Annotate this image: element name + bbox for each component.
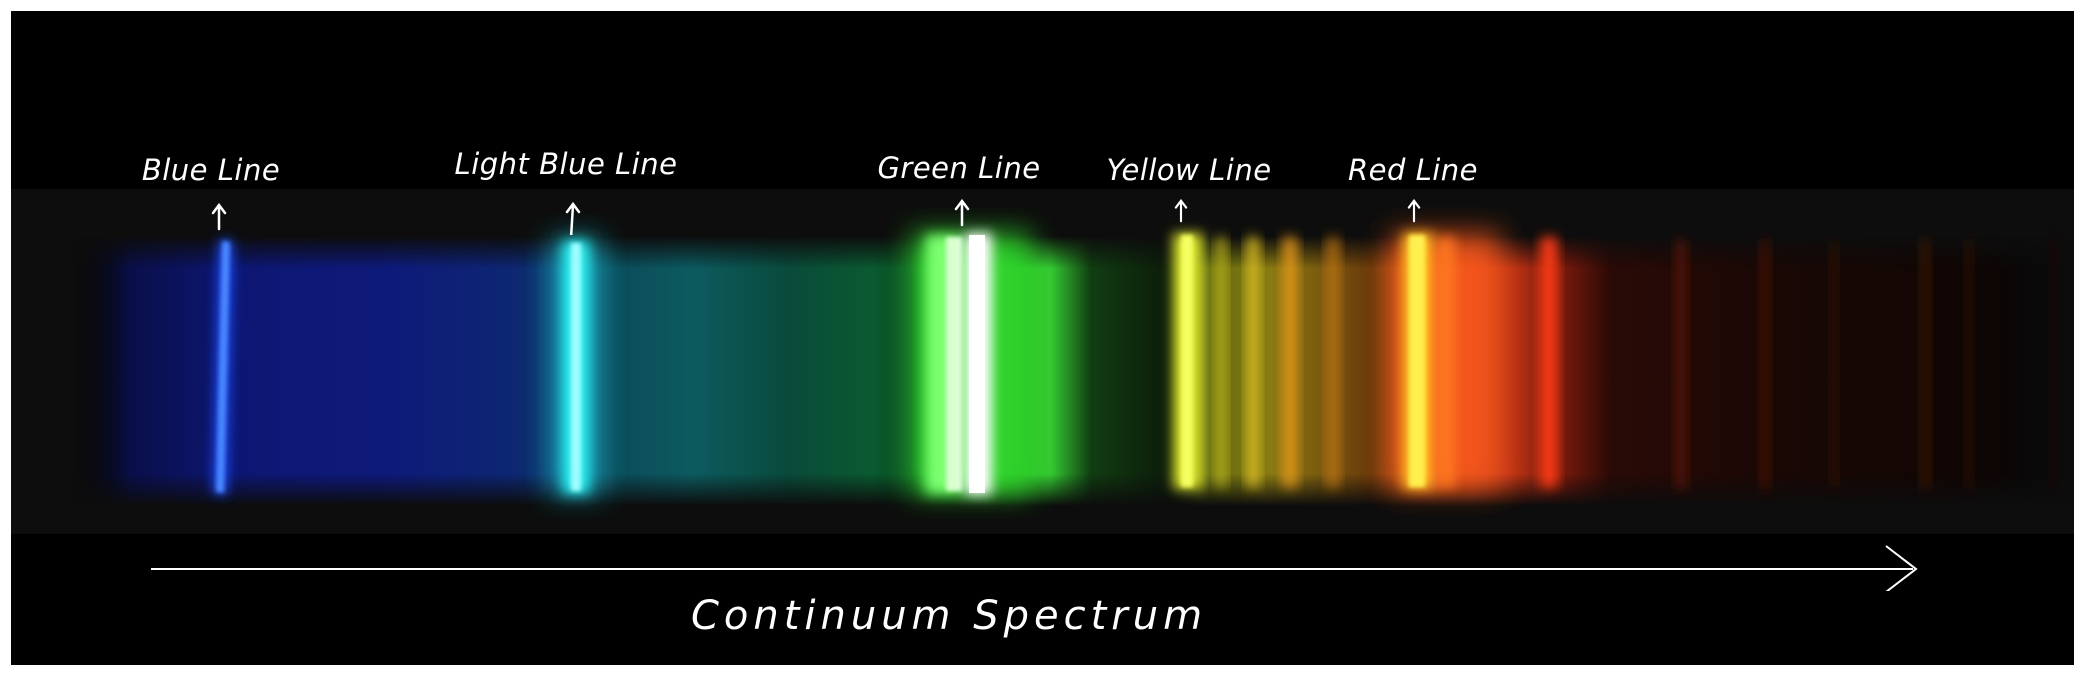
spectrum-photo: Blue Line Light Blue Line Green Line Yel…: [11, 11, 2074, 665]
continuum-arrow-icon: [151, 545, 1918, 591]
continuum-spectrum-label: Continuum Spectrum: [690, 593, 1208, 639]
light-blue-emission-line: [551, 239, 601, 494]
yellow-emission-lines: [1173, 233, 1339, 489]
green-emission-line: [911, 233, 1031, 495]
red-line-arrow-icon: [1407, 199, 1421, 223]
green-line-arrow-icon: [954, 199, 970, 227]
blue-line-label: Blue Line: [141, 153, 281, 187]
blue-line-arrow-icon: [211, 203, 227, 231]
red-line-label: Red Line: [1347, 153, 1479, 187]
green-line-label: Green Line: [877, 151, 1041, 185]
spectrum-image: [71, 233, 2071, 506]
continuum-band: [71, 236, 2071, 506]
red-emission-line: [1391, 233, 1557, 489]
faint-red-lines: [1676, 239, 2057, 489]
yellow-line-arrow-icon: [1174, 199, 1188, 223]
yellow-line-label: Yellow Line: [1106, 153, 1272, 187]
light-blue-line-label: Light Blue Line: [454, 147, 678, 181]
light-blue-line-arrow-icon: [565, 201, 581, 235]
blue-emission-line: [213, 239, 233, 495]
